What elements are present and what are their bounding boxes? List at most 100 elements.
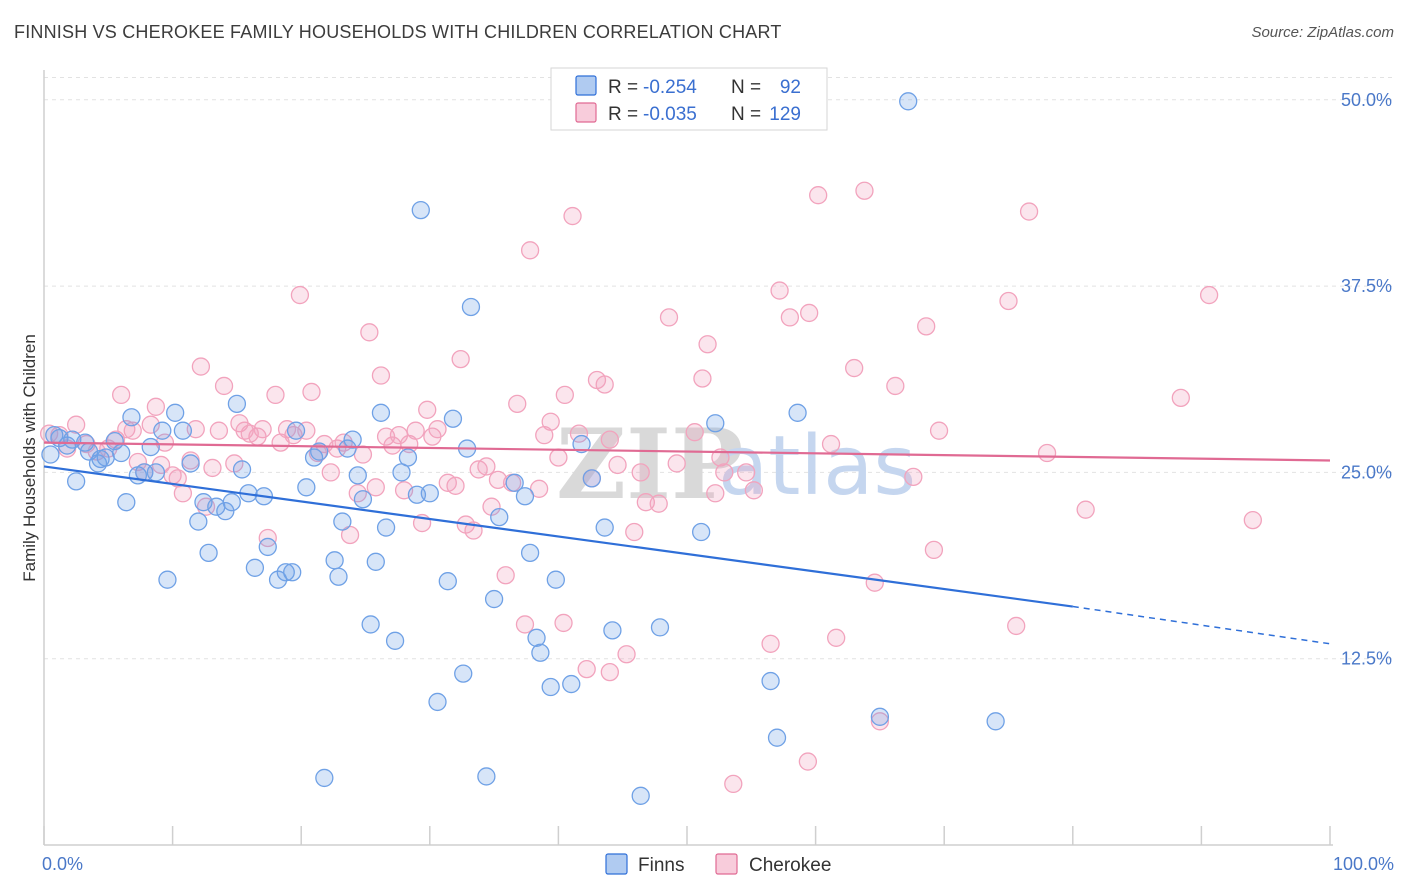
legend: R = -0.254 N = 92 R = -0.035 N = 129 [550,67,828,131]
finns-point [527,628,546,647]
cherokee-trend-line [43,441,1331,462]
finns-point [112,443,131,463]
trend-lines [43,441,1331,645]
cherokee-point [563,206,582,226]
finns-point [232,460,252,479]
finns-point [899,92,918,111]
finns-point [181,454,200,473]
finns-point [338,439,357,458]
cherokee-point [744,481,764,500]
cherokee-point [577,659,596,679]
cherokee-point [1007,616,1026,636]
cherokee-point [1199,285,1219,305]
finns-point [117,493,136,512]
finns-point [245,558,265,577]
cherokee-point [631,463,650,482]
finns-trend-extension [1072,605,1331,645]
legend-r-label-finns: R = [608,77,638,98]
y-tick-label: 12.5% [1341,649,1392,669]
y-tick-labels: 12.5% 25.0% 37.5% 50.0% [1341,90,1392,669]
y-tick-label: 37.5% [1341,276,1392,296]
cherokee-point [1076,500,1095,519]
cherokee-point [520,241,540,260]
cherokee-point [508,394,527,413]
cherokee-point [297,421,316,440]
legend-n-label-finns: N = [731,77,761,98]
cherokee-point [855,181,874,200]
cherokee-point [253,420,272,439]
legend-swatch-finns [575,75,597,96]
cherokee-point [191,357,211,376]
cherokee-point [366,478,385,497]
finns-point [520,543,540,563]
cherokee-point [554,613,573,633]
cherokee-point [827,628,846,647]
finns-point [490,507,509,527]
cherokee-point [67,415,86,434]
finns-points [41,92,1005,805]
cherokee-point [798,752,818,771]
finns-point [173,421,193,440]
y-axis-title: Family Households with Children [20,334,39,582]
cherokee-point [1171,388,1190,408]
cherokee-point [418,400,437,419]
bottom-legend: Finns Cherokee [605,853,831,876]
cherokee-point [649,494,668,513]
finns-point [222,493,241,512]
cherokee-point [555,385,574,405]
x-tick-label-max: 100.0% [1333,854,1394,874]
x-tick-label-min: 0.0% [42,854,83,874]
cherokee-point [302,382,321,402]
finns-point [761,671,780,691]
watermark-zip: ZIP [556,408,743,521]
finns-point [870,707,890,726]
cherokee-point [321,463,340,482]
finns-point [454,664,473,683]
finns-point [333,512,352,531]
cherokee-point [870,712,890,731]
finns-point [366,552,385,571]
finns-point [371,403,391,422]
finns-point [189,512,208,531]
cherokee-point [360,323,379,342]
cherokee-point [659,308,679,327]
cherokee-point [821,434,841,454]
cherokee-point [770,281,789,300]
finns-point [438,572,457,591]
finns-point [122,408,141,427]
cherokee-point [600,430,619,449]
finns-point [767,728,787,747]
finns-point [443,409,463,428]
cherokee-point [541,412,560,431]
finns-point [315,768,334,788]
bottom-legend-swatch-cherokee [715,853,738,875]
cherokee-point [886,376,905,396]
finns-point [67,472,86,491]
cherokee-point [809,186,828,205]
cherokee-point [917,317,936,336]
cherokee-point [724,774,743,794]
cherokee-point [865,573,884,592]
legend-box [550,67,828,131]
finns-point [216,502,235,521]
finns-point [398,448,418,467]
finns-point [515,487,535,506]
cherokee-point [477,457,496,476]
cherokee-point [780,308,800,327]
finns-point [343,430,362,449]
finns-point [283,563,302,582]
cherokee-point [515,615,535,634]
legend-r-value-finns: -0.254 [643,77,697,98]
finns-point [582,469,601,488]
finns-point [166,403,185,422]
finns-point [153,421,172,440]
finns-point [227,394,247,413]
cherokee-point [529,479,549,498]
cherokee-point [929,421,949,440]
cherokee-point [141,415,160,434]
legend-swatch-cherokee [575,102,597,123]
cherokee-point [353,445,373,464]
cherokee-point [146,397,166,416]
finns-point [562,674,581,694]
